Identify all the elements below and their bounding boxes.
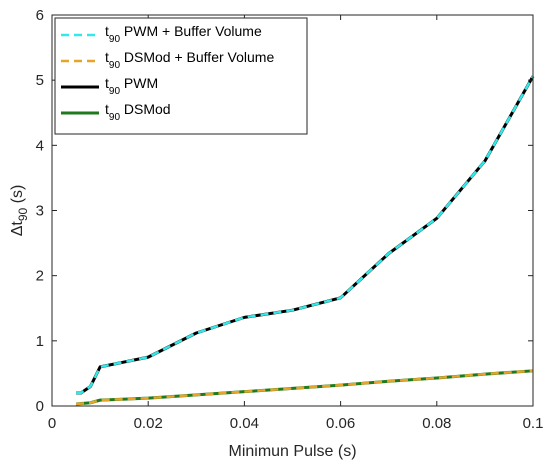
x-tick-label: 0.06: [326, 415, 355, 432]
y-tick-label: 1: [36, 333, 44, 350]
x-axis-label: Minimun Pulse (s): [228, 443, 356, 460]
x-tick-label: 0.04: [230, 415, 259, 432]
y-tick-label: 0: [36, 398, 44, 415]
y-tick-label: 2: [36, 268, 44, 285]
legend-label: t90 DSMod: [105, 101, 171, 123]
legend-label: t90 DSMod + Buffer Volume: [105, 49, 274, 71]
y-axis-label-main: Δt: [9, 221, 26, 237]
y-tick-label: 4: [36, 137, 44, 154]
x-tick-label: 0: [48, 415, 56, 432]
y-axis-label: Δt90 (s): [9, 185, 30, 237]
y-tick-label: 3: [36, 203, 44, 220]
series-layer: [75, 75, 535, 406]
x-tick-label: 0.02: [134, 415, 163, 432]
y-tick-label: 6: [36, 7, 44, 24]
series-line-1: [76, 75, 535, 395]
legend-box: [54, 17, 308, 135]
series-line-3: [75, 369, 534, 406]
x-tick-label: 0.1: [523, 415, 544, 432]
y-axis-label-unit: (s): [9, 185, 26, 208]
y-axis-label-sub: 90: [16, 207, 30, 221]
y-tick-label: 5: [36, 72, 44, 89]
legend-label: t90 PWM + Buffer Volume: [105, 23, 262, 45]
legend: t90 PWM + Buffer Volume t90 DSMod + Buffe…: [54, 17, 308, 135]
ticks-layer: 0 0.02 0.04 0.06 0.08 0.1 0 1 2 3 4 5 6: [36, 7, 544, 432]
legend-label: t90 PWM: [105, 75, 158, 97]
x-tick-label: 0.08: [422, 415, 451, 432]
